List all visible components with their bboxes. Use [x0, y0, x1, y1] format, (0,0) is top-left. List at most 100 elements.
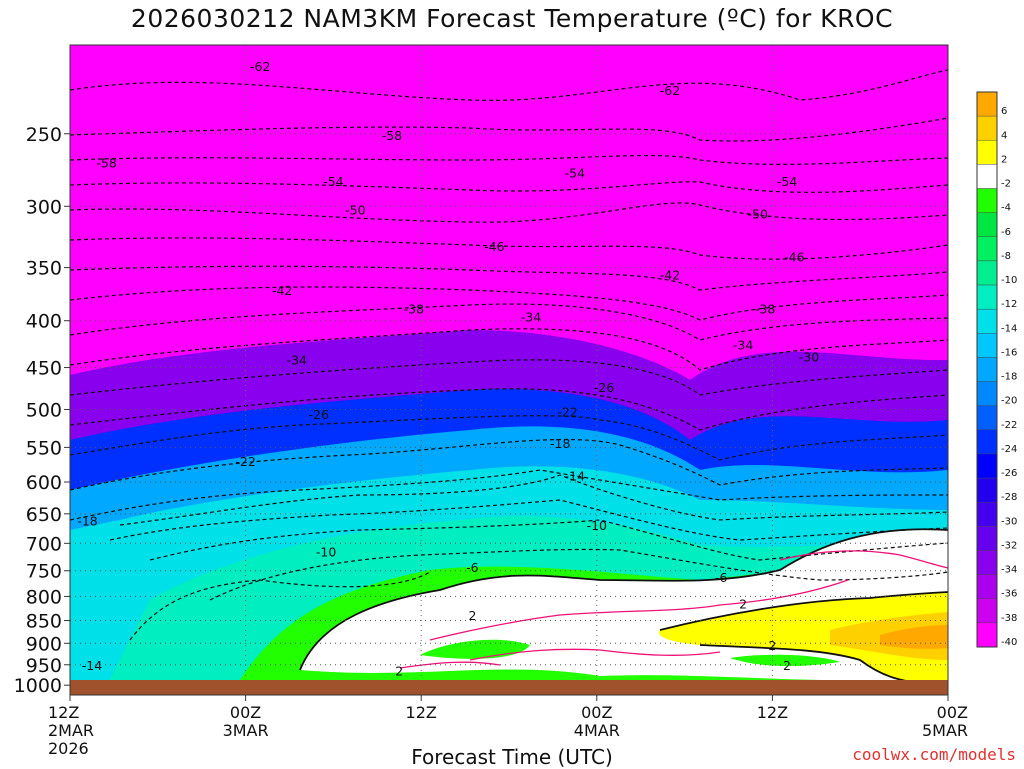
colorbar-label: -32: [1001, 540, 1017, 551]
y-tick-label: 300: [26, 196, 62, 218]
contour-label: -18: [550, 436, 570, 451]
contour-label: -58: [96, 155, 116, 170]
contour-label: 2: [739, 596, 747, 611]
colorbar-label: -26: [1001, 468, 1017, 479]
colorbar-label: -38: [1001, 613, 1017, 624]
x-tick-label: 00Z: [230, 703, 261, 722]
x-tick-label: 12Z: [757, 703, 788, 722]
colorbar-label: -28: [1001, 492, 1017, 503]
band-purple: [70, 330, 948, 440]
colorbar-label: -2: [1001, 179, 1011, 190]
band-light-blue: [70, 426, 948, 530]
colorbar-label: -18: [1001, 372, 1017, 383]
magenta-contours: [399, 550, 948, 669]
y-tick-label: 700: [26, 533, 62, 555]
x-axis-title: Forecast Time (UTC): [411, 745, 613, 769]
colorbar-swatch: [976, 477, 998, 503]
contour-label: -50: [748, 206, 768, 221]
colorbar-label: -8: [1001, 251, 1011, 262]
colorbar-label: 2: [1001, 154, 1007, 165]
contour-label: -30: [799, 350, 819, 365]
colorbar-label: -22: [1001, 420, 1017, 431]
contour-label: -46: [484, 239, 504, 254]
x-tick-label: 3MAR: [223, 721, 269, 740]
contour-label: -14: [82, 658, 102, 673]
colorbar-label: 4: [1001, 130, 1007, 141]
colorbar-swatch: [976, 381, 998, 406]
colorbar-label: -36: [1001, 589, 1017, 600]
colorbar-label: -40: [1001, 637, 1017, 648]
band-magenta-cap: [70, 45, 948, 380]
colorbar-swatch: [976, 574, 998, 599]
y-tick-label: 350: [26, 258, 62, 280]
colorbar-label: -16: [1001, 347, 1017, 358]
contour-label: -22: [557, 404, 577, 419]
colorbar-swatch: [976, 188, 998, 213]
contour-label: -54: [565, 166, 585, 181]
y-tick-label: 850: [26, 611, 62, 633]
temperature-field: [70, 45, 948, 695]
x-tick-label: 2MAR: [48, 721, 94, 740]
colorbar-swatch: [976, 212, 998, 237]
band-teal: [110, 516, 948, 680]
contour-label: 2: [468, 608, 476, 623]
contour-label: -18: [77, 513, 97, 528]
colorbar-label: -20: [1001, 396, 1017, 407]
contour-label: -38: [755, 302, 775, 317]
contour-label: -26: [594, 380, 614, 395]
y-tick-label: 800: [26, 586, 62, 608]
colorbar-swatch: [976, 598, 998, 624]
contour-label: -46: [784, 249, 804, 264]
colorbar-label: -10: [1001, 275, 1017, 286]
colorbar-swatch: [976, 526, 998, 551]
colorbar-label: -4: [1001, 203, 1011, 214]
colorbar-swatch: [976, 236, 998, 262]
colorbar-swatch: [976, 550, 998, 575]
x-tick-label: 12Z: [406, 703, 437, 722]
colorbar-swatch: [976, 308, 998, 334]
x-tick-label: 00Z: [581, 703, 612, 722]
contour-label: -34: [733, 338, 753, 353]
contour-label: -42: [272, 283, 292, 298]
chart-title: 2026030212 NAM3KM Forecast Temperature (…: [130, 4, 894, 33]
colorbar-swatch: [976, 260, 998, 286]
x-tick-label: 12Z: [48, 703, 79, 722]
plot-frame: [69, 44, 949, 696]
contour-label: -34: [521, 310, 541, 325]
contour-label: -14: [565, 468, 585, 483]
contour-label: -62: [250, 59, 270, 74]
contour-label: -62: [660, 83, 680, 98]
y-axis: 2503003504004505005506006507007508008509…: [14, 124, 70, 697]
colorbar-swatch: [976, 453, 998, 479]
band-blue: [70, 389, 948, 490]
y-tick-label: 450: [26, 358, 62, 380]
contour-label: -34: [287, 352, 307, 367]
x-tick-label: 00Z: [937, 703, 968, 722]
colorbar: 6 4 2 -2 -4 -6 -8 -10 -12 -14 -16 -18 -20 -22 -24 -26 -2…: [976, 91, 1017, 648]
colorbar-label: -6: [1001, 227, 1011, 238]
y-tick-label: 550: [26, 437, 62, 459]
contour-label: 2: [768, 638, 776, 653]
y-tick-label: 900: [26, 633, 62, 655]
contour-label: -38: [404, 302, 424, 317]
x-tick-label: 4MAR: [574, 721, 620, 740]
contour-label: -26: [309, 407, 329, 422]
contour-label: -54: [777, 174, 797, 189]
contour-label: -54: [323, 174, 343, 189]
colorbar-swatch: [976, 357, 998, 382]
colorbar-label: -14: [1001, 323, 1017, 334]
band-green-patch-2: [730, 654, 840, 667]
colorbar-frame: [976, 91, 998, 648]
y-tick-label: 400: [26, 311, 62, 333]
colorbar-swatch: [976, 333, 998, 358]
colorbar-label: 6: [1001, 106, 1007, 117]
colorbar-swatch: [976, 284, 998, 310]
y-tick-label: 500: [26, 399, 62, 421]
colorbar-label: -24: [1001, 444, 1017, 455]
colorbar-swatch: [976, 622, 998, 648]
y-tick-label: 600: [26, 472, 62, 494]
colorbar-label: -34: [1001, 565, 1017, 576]
y-tick-label: 750: [26, 561, 62, 583]
